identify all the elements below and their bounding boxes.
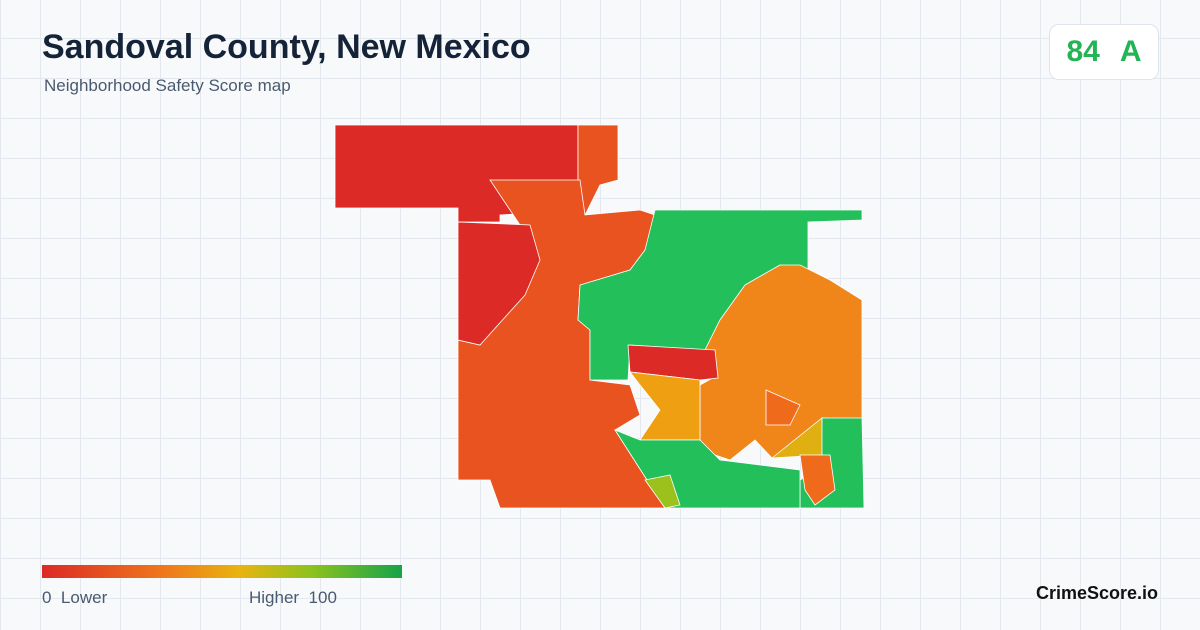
legend-max-value: 100 [308, 588, 337, 607]
brand: CrimeScore.io [1035, 583, 1158, 603]
score-grade: A [1119, 35, 1142, 68]
title: Sandoval County, New Mexico [42, 28, 531, 66]
legend-gradient [42, 565, 402, 578]
subtitle: Neighborhood Safety Score map [44, 76, 291, 95]
region [629, 371, 701, 441]
region [770, 417, 823, 459]
score-badge: 84 A [1049, 24, 1159, 80]
legend-min-label: Lower [60, 588, 108, 607]
region [627, 344, 719, 381]
region [577, 124, 619, 216]
region [457, 221, 541, 346]
score-value: 84 [1066, 35, 1100, 68]
region [799, 454, 836, 506]
region [644, 474, 681, 509]
region [765, 389, 801, 426]
legend-max: Higher 100 [249, 588, 337, 608]
legend-min-value: 0 [42, 588, 52, 607]
legend-min: 0 Lower [42, 588, 107, 608]
legend-max-label: Higher [249, 588, 300, 607]
